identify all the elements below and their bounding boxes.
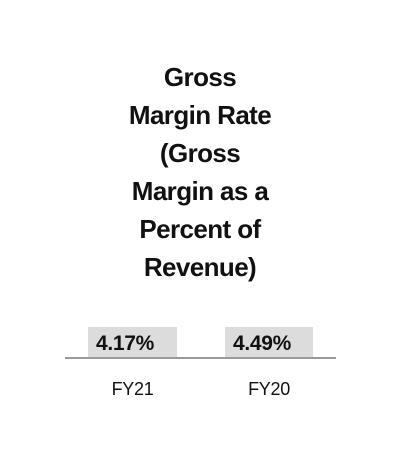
title-line: Percent of bbox=[139, 214, 261, 244]
title-line: Revenue) bbox=[143, 252, 257, 282]
value-label: 4.17% bbox=[96, 332, 155, 355]
title-line: Margin Rate bbox=[128, 100, 272, 130]
value-box bbox=[88, 327, 177, 358]
column-label: FY20 bbox=[248, 379, 290, 399]
baseline bbox=[65, 357, 336, 359]
title-line: (Gross bbox=[159, 138, 241, 168]
value-box bbox=[225, 327, 313, 358]
title-line: Gross bbox=[163, 62, 237, 92]
title-line: Margin as a bbox=[131, 176, 269, 206]
column-label: FY21 bbox=[111, 379, 154, 399]
value-label: 4.49% bbox=[233, 332, 292, 355]
